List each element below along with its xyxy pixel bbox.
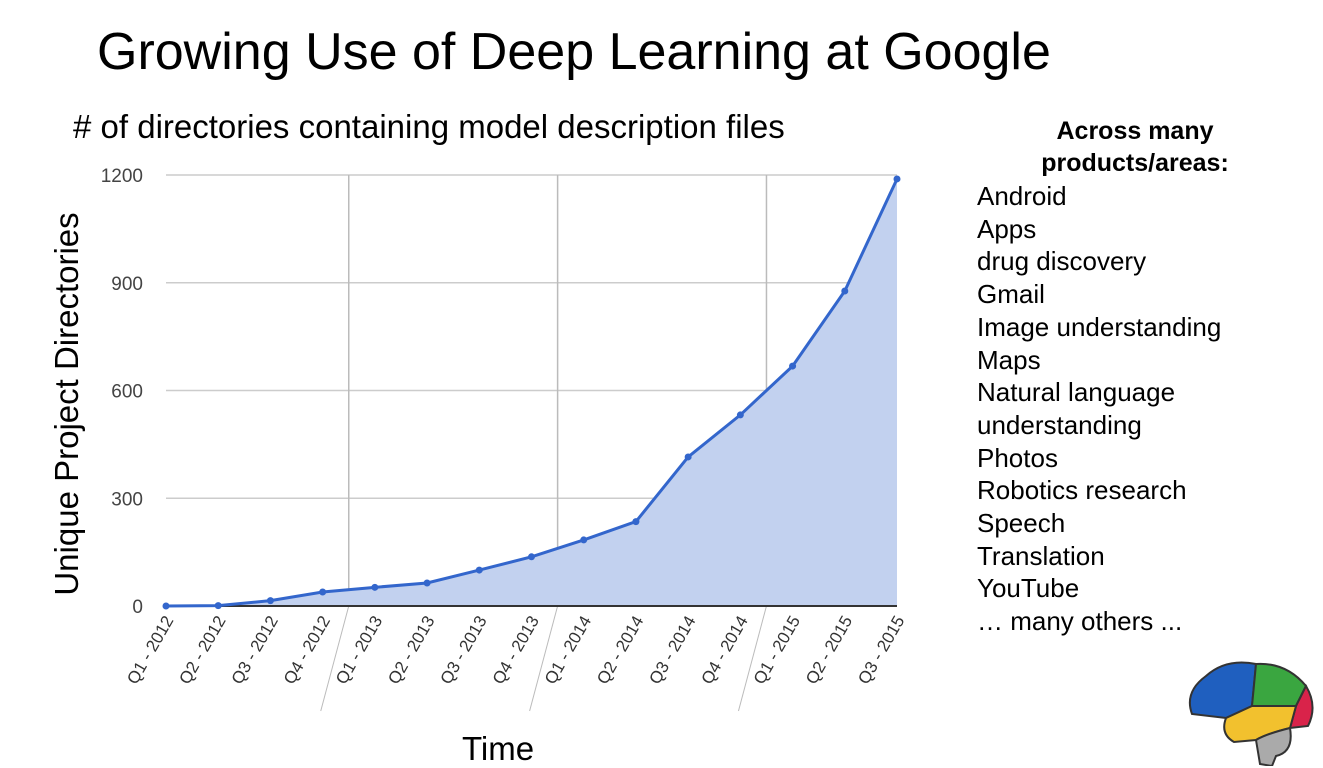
area-fill — [166, 178, 897, 606]
sidebar-heading: Across many products/areas: — [1041, 117, 1229, 177]
data-point — [841, 287, 849, 295]
product-item: Translation — [977, 540, 1105, 571]
x-tick-label: Q2 - 2013 — [384, 613, 438, 688]
data-point — [684, 453, 692, 461]
x-tick-label: Q1 - 2014 — [541, 613, 595, 688]
product-item: Photos — [977, 442, 1058, 473]
x-axis-label: Time — [462, 730, 534, 767]
y-tick-label: 900 — [111, 274, 143, 295]
chart-title: # of directories containing model descri… — [73, 108, 785, 145]
data-point — [319, 588, 327, 596]
slide-title: Growing Use of Deep Learning at Google — [97, 23, 1051, 81]
year-separator — [529, 605, 559, 712]
x-tick-label: Q2 - 2015 — [802, 613, 856, 688]
product-item: YouTube — [977, 573, 1080, 604]
product-item: Maps — [977, 344, 1041, 375]
product-item: drug discovery — [977, 246, 1147, 277]
data-point — [580, 536, 588, 544]
data-point — [423, 579, 431, 587]
x-tick-label: Q4 - 2012 — [280, 613, 334, 688]
y-axis-label: Unique Project Directories — [48, 212, 85, 595]
x-tick-label: Q1 - 2013 — [332, 613, 386, 688]
data-point — [475, 566, 483, 574]
data-point — [528, 553, 535, 561]
data-point — [214, 602, 222, 610]
y-tick-label: 300 — [111, 489, 143, 510]
data-point — [736, 411, 744, 419]
x-tick-label: Q3 - 2015 — [854, 613, 908, 688]
brain-icon — [1188, 661, 1314, 766]
product-item: Android — [977, 181, 1067, 211]
data-point — [371, 583, 379, 591]
x-tick-label: Q3 - 2012 — [228, 613, 282, 688]
data-point — [266, 597, 274, 605]
data-point — [789, 362, 797, 370]
product-item: Natural language — [977, 377, 1176, 408]
product-item: Gmail — [977, 279, 1045, 310]
x-tick-label: Q3 - 2014 — [645, 613, 699, 688]
product-item: understanding — [977, 409, 1142, 440]
data-point — [893, 175, 901, 183]
product-list: Android Apps drug discovery Gmail Image unde… — [977, 180, 1221, 638]
product-item: Image understanding — [977, 311, 1222, 342]
x-tick-label: Q4 - 2014 — [698, 613, 752, 688]
y-tick-label: 600 — [111, 382, 143, 403]
y-tick-label: 0 — [132, 597, 143, 618]
x-tick-label: Q2 - 2012 — [175, 613, 229, 688]
product-item: … many others ... — [977, 606, 1183, 637]
year-separator — [320, 605, 350, 712]
product-item: Speech — [977, 508, 1066, 539]
x-tick-label: Q1 - 2012 — [123, 613, 177, 688]
year-separator — [737, 605, 767, 712]
x-tick-label: Q2 - 2014 — [593, 613, 647, 688]
product-item: Robotics research — [977, 475, 1187, 506]
x-tick-label: Q1 - 2015 — [750, 613, 804, 688]
y-tick-label: 1200 — [101, 166, 143, 187]
x-tick-label: Q3 - 2013 — [436, 613, 490, 688]
data-point — [632, 518, 640, 526]
x-tick-label: Q4 - 2013 — [489, 613, 543, 688]
product-item: Apps — [977, 213, 1037, 244]
data-point — [162, 602, 170, 610]
